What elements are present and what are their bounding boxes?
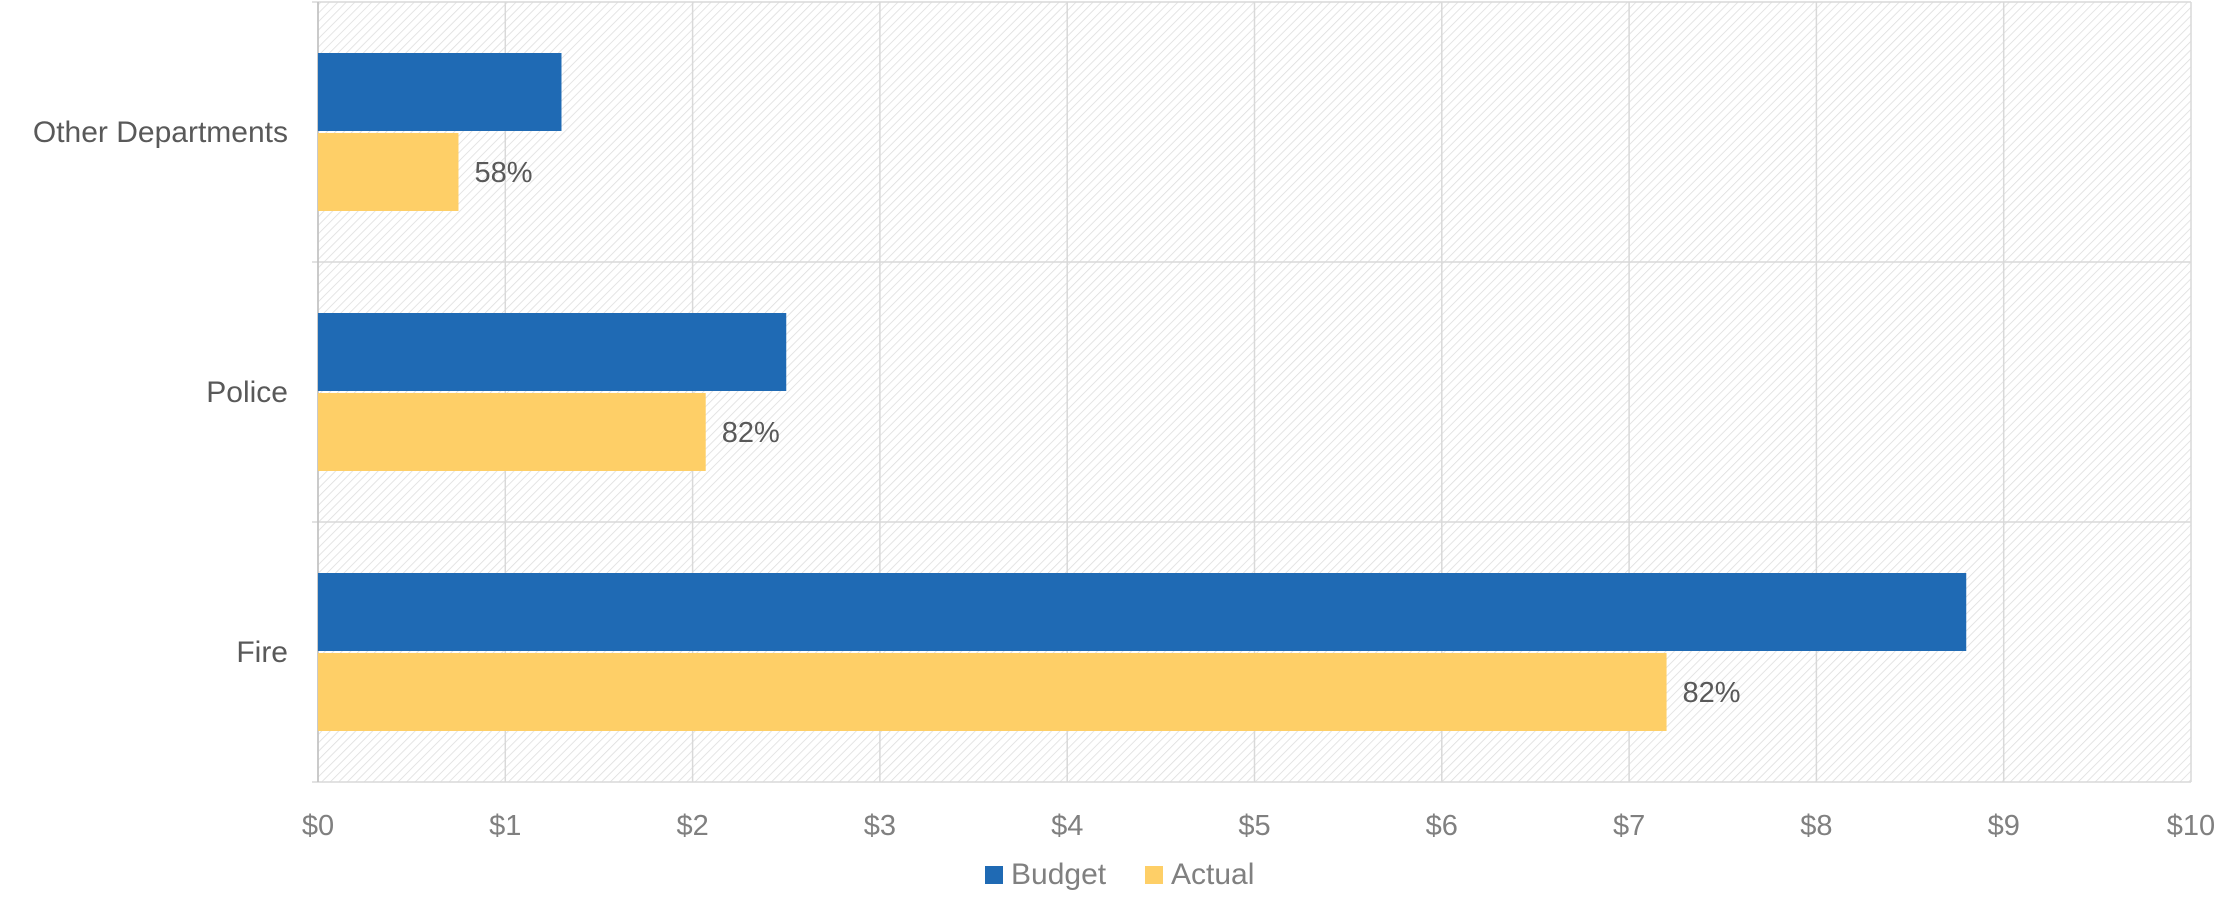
- actual-data-label: 58%: [474, 157, 532, 189]
- actual-data-label: 82%: [722, 417, 780, 449]
- x-tick-label: $3: [864, 810, 896, 842]
- actual-bar: [318, 653, 1667, 731]
- x-tick-label: $8: [1800, 810, 1832, 842]
- x-tick-label: $7: [1613, 810, 1645, 842]
- budget-bar: [318, 53, 562, 131]
- legend: Budget Actual: [985, 858, 1254, 891]
- x-tick-label: $1: [489, 810, 521, 842]
- x-tick-label: $6: [1426, 810, 1458, 842]
- legend-label-budget: Budget: [1011, 858, 1107, 891]
- x-tick-label: $5: [1238, 810, 1270, 842]
- x-tick-label: $4: [1051, 810, 1083, 842]
- x-tick-label: $10: [2167, 810, 2215, 842]
- gridlines: [312, 1, 2192, 783]
- x-tick-label: $9: [1988, 810, 2020, 842]
- legend-swatch-budget: [985, 866, 1003, 884]
- x-tick-label: $2: [676, 810, 708, 842]
- category-label: Other Departments: [33, 116, 288, 149]
- legend-swatch-actual: [1145, 866, 1163, 884]
- actual-bar: [318, 133, 459, 211]
- category-label: Fire: [236, 636, 288, 669]
- x-tick-label: $0: [302, 810, 334, 842]
- actual-bar: [318, 393, 706, 471]
- budget-bar: [318, 573, 1967, 651]
- bars: [318, 53, 1967, 731]
- legend-label-actual: Actual: [1171, 858, 1254, 891]
- actual-data-label: 82%: [1683, 677, 1741, 709]
- category-label: Police: [206, 376, 288, 409]
- budget-bar: [318, 313, 787, 391]
- labels: $0 $1 $2 $3 $4 $5 $6 $7 $8 $9 $10 Other Departments…: [33, 116, 2215, 842]
